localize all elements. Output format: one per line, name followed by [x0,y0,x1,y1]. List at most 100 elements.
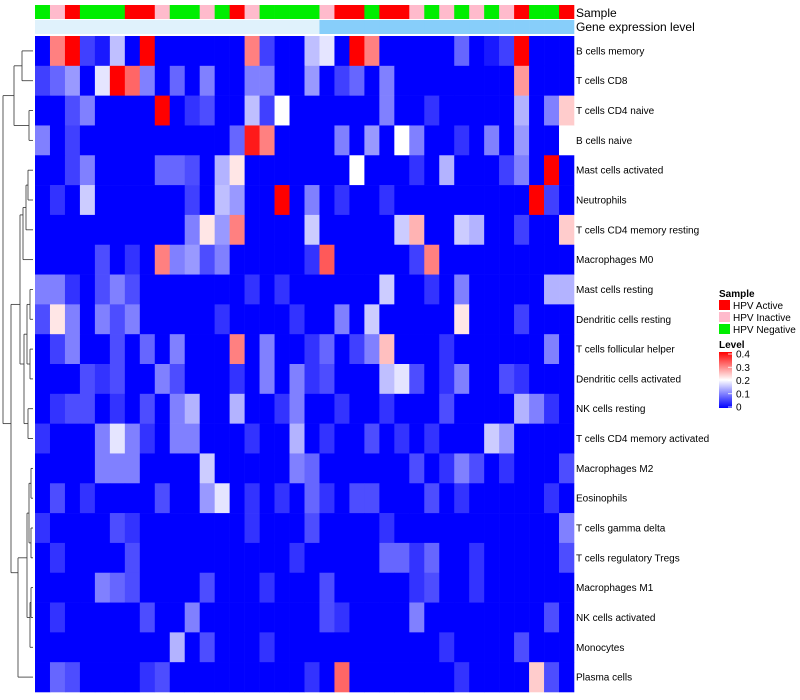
heatmap-cell [454,274,470,305]
heatmap-cell [229,185,245,216]
heatmap-cell [364,572,380,603]
heatmap-cell [424,662,440,693]
heatmap-cell [154,214,171,246]
heatmap-cell [559,304,575,335]
heatmap-cell [319,214,335,246]
heatmap-cell [484,214,500,246]
heatmap-cell [559,632,575,663]
heatmap-cell [379,274,395,305]
heatmap-cell [259,304,275,335]
heatmap-cell [124,36,141,67]
heatmap-cell [94,304,111,335]
sample-annotation-cell [319,5,335,19]
heatmap-cell [514,155,530,186]
heatmap-cell [379,36,395,67]
heatmap-cell [484,274,500,305]
heatmap-cell [139,602,156,633]
heatmap-cell [439,632,455,663]
heatmap-cell [424,602,440,633]
heatmap-cell [35,542,51,574]
heatmap-cell [439,274,455,305]
row-label: Monocytes [576,643,624,654]
heatmap-cell [64,185,81,216]
heatmap-cell [304,542,320,574]
heatmap-cell [514,125,530,156]
heatmap-cell [139,483,156,514]
heatmap-cell [544,453,560,484]
heatmap-cell [274,185,290,216]
heatmap-cell [379,602,395,633]
heatmap-cell [409,244,425,275]
heatmap-cell [274,214,290,246]
sample-annotation-cell [529,5,545,19]
heatmap-cell [394,364,410,395]
heatmap-cell [514,572,530,603]
heatmap-cell [109,453,126,484]
heatmap-cell [559,155,575,186]
heatmap-cell [274,304,290,335]
gene-expression-annotation-cell [484,20,500,34]
gene-expression-annotation-cell [514,20,530,34]
heatmap-cell [454,662,470,693]
heatmap-cell [304,304,320,335]
row-label: Macrophages M2 [576,464,654,475]
sample-legend-swatch [719,300,730,310]
heatmap-cell [64,95,81,126]
sample-annotation-cell [349,5,365,19]
heatmap-cell [109,125,126,156]
heatmap-cell [214,364,230,395]
sample-annotation-cell [229,5,245,19]
heatmap-cell [154,483,171,514]
heatmap-cell [169,423,186,454]
heatmap-cell [274,662,290,693]
heatmap-cell [259,662,275,693]
heatmap-cell [169,36,186,67]
heatmap-cell [394,662,410,693]
heatmap-cell [94,95,111,126]
heatmap-cell [499,214,515,246]
heatmap-cell [35,125,51,156]
heatmap-cell [484,185,500,216]
heatmap-cell [139,513,156,544]
heatmap-cell [454,36,470,67]
heatmap-cell [259,483,275,514]
heatmap-cell [244,274,260,305]
heatmap-cell [199,125,215,156]
heatmap-cell [139,244,156,275]
sample-annotation-cell [514,5,530,19]
row-label: Mast cells resting [576,285,653,296]
heatmap-cell [544,423,560,454]
heatmap-cell [109,602,126,633]
heatmap-cell [35,334,51,365]
heatmap-cell [469,602,485,633]
heatmap-cell [409,364,425,395]
heatmap-cell [364,513,380,544]
heatmap-cell [139,36,156,67]
heatmap-cell [184,423,200,454]
heatmap-cell [394,304,410,335]
heatmap-cell [289,214,305,246]
sample-annotation-cell [394,5,410,19]
heatmap-cell [319,513,335,544]
heatmap-cell [109,185,126,216]
gene-expression-annotation-cell [124,20,141,34]
heatmap-cell [49,572,66,603]
heatmap-cell [379,632,395,663]
heatmap-cell [64,304,81,335]
gene-expression-annotation-cell [274,20,290,34]
level-color-bar [719,352,732,408]
sample-annotation-cell [79,5,96,19]
heatmap-cell [499,334,515,365]
heatmap-cell [454,513,470,544]
heatmap-cell [499,185,515,216]
heatmap-cell [409,125,425,156]
heatmap-cell [499,423,515,454]
heatmap-cell [35,393,51,424]
heatmap-cell [319,572,335,603]
heatmap-cell [274,423,290,454]
heatmap-cell [334,244,350,275]
heatmap-cell [214,65,230,96]
heatmap-cell [94,155,111,186]
heatmap-cell [394,602,410,633]
gene-expression-annotation-cell [109,20,126,34]
